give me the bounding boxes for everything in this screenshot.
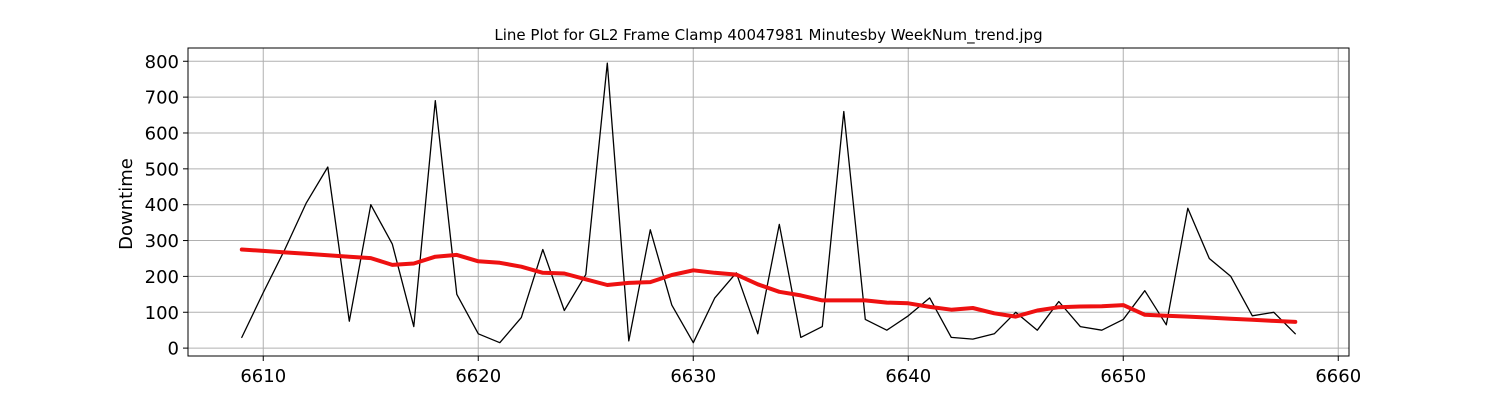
x-tick-label: 6630	[670, 366, 716, 387]
gridlines	[188, 48, 1349, 356]
plot-area-frame	[187, 47, 1350, 357]
x-tick-label: 6650	[1100, 366, 1146, 387]
x-tick-label: 6620	[455, 366, 501, 387]
chart-title: Line Plot for GL2 Frame Clamp 40047981 M…	[494, 26, 1042, 45]
x-tick-label: 6660	[1315, 366, 1361, 387]
series-layer	[239, 62, 1298, 344]
trend-series-line	[239, 247, 1298, 324]
y-tick-label: 300	[145, 231, 179, 252]
y-tick-label: 700	[145, 88, 179, 109]
y-axis: 0 100 200 300 400 500 600 700 800	[145, 52, 188, 360]
y-tick-label: 0	[168, 339, 179, 360]
y-tick-label: 600	[145, 123, 179, 144]
y-tick-label: 100	[145, 303, 179, 324]
y-tick-label: 800	[145, 52, 179, 73]
downtime-series-line	[241, 62, 1296, 344]
y-tick-label: 500	[145, 159, 179, 180]
x-tick-label: 6640	[885, 366, 931, 387]
x-axis: 6610 6620 6630 6640 6650 6660	[240, 356, 1361, 387]
y-tick-label: 400	[145, 195, 179, 216]
y-tick-label: 200	[145, 267, 179, 288]
x-tick-label: 6610	[240, 366, 286, 387]
y-axis-label: Downtime	[116, 158, 137, 250]
